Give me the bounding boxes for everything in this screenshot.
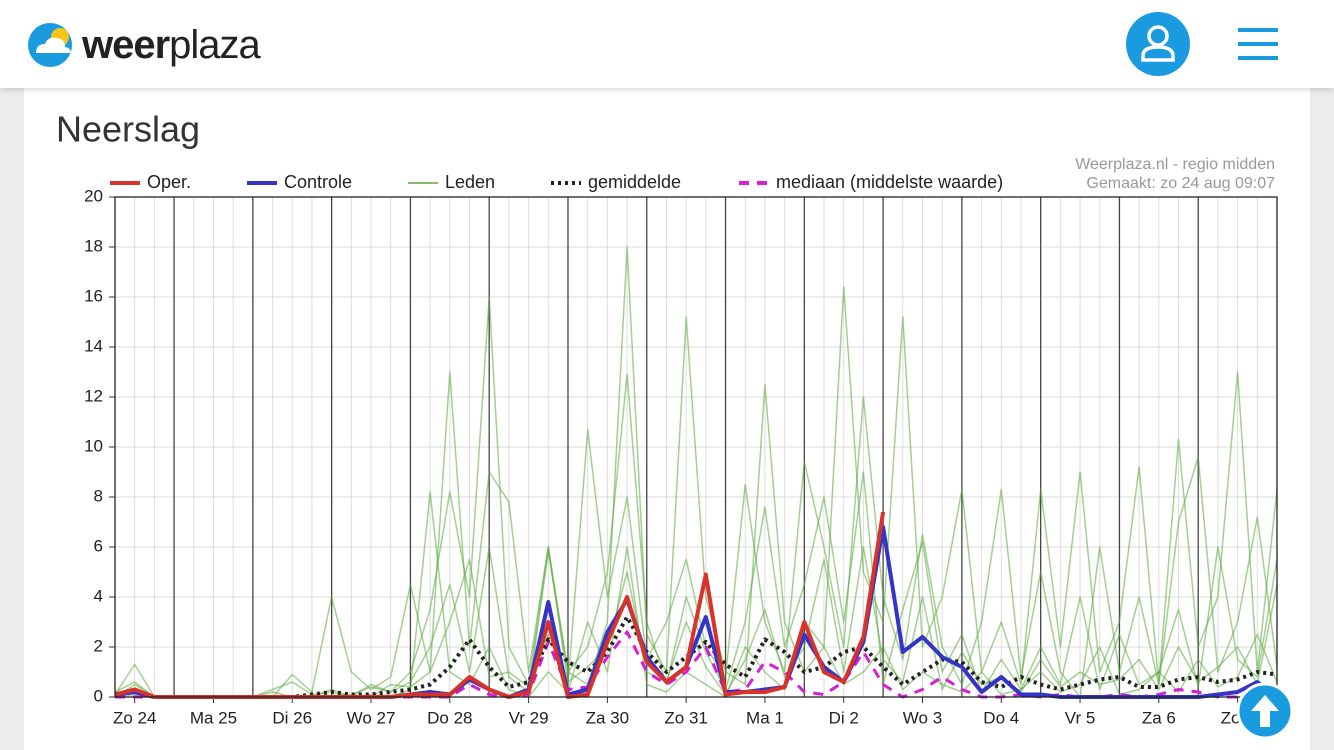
legend-label: Controle (284, 172, 352, 192)
logo[interactable]: weerplaza (28, 23, 263, 67)
x-tick-label: Zo 31 (664, 708, 707, 727)
x-tick-label: Vr 29 (509, 708, 549, 727)
x-tick-label: Ma 25 (190, 708, 237, 727)
header: weerplaza (0, 0, 1334, 88)
y-tick-label: 4 (94, 586, 103, 605)
account-button[interactable] (1126, 12, 1190, 76)
account-body (1141, 45, 1175, 62)
account-head (1147, 25, 1169, 47)
source-note: Weerplaza.nl - regio midden (1075, 156, 1275, 173)
x-tick-label: Do 4 (983, 708, 1019, 727)
card: Neerslag Weerplaza.nl - regio midden Gem… (24, 88, 1310, 750)
y-tick-label: 8 (94, 486, 103, 505)
section-title: Neerslag (56, 109, 200, 150)
legend-label: Leden (445, 172, 495, 192)
legend-label: Oper. (147, 172, 191, 192)
y-tick-label: 12 (84, 386, 103, 405)
y-tick-label: 16 (84, 286, 103, 305)
menu-button[interactable] (1238, 28, 1278, 60)
x-tick-label: Ma 1 (746, 708, 784, 727)
scroll-top-button[interactable] (1235, 681, 1295, 741)
scroll-top-arrow (1251, 695, 1279, 727)
x-tick-label: Do 28 (427, 708, 472, 727)
logo-text: weerplaza (81, 23, 262, 67)
y-tick-label: 20 (84, 186, 103, 205)
y-tick-label: 2 (94, 636, 103, 655)
x-tick-label: Za 6 (1142, 708, 1176, 727)
header-graphics: weerplaza (28, 12, 1278, 76)
x-tick-label: Za 30 (586, 708, 629, 727)
y-tick-label: 0 (94, 686, 103, 705)
series-line (115, 630, 1278, 699)
logo-light: plaza (169, 23, 261, 67)
x-tick-label: Zo 24 (113, 708, 156, 727)
y-tick-label: 10 (84, 436, 103, 455)
y-tick-label: 18 (84, 236, 103, 255)
series-line (114, 615, 1278, 699)
chart: Neerslag Weerplaza.nl - regio midden Gem… (56, 109, 1279, 727)
member-line (114, 371, 1278, 698)
plot-frame (114, 196, 1278, 698)
legend-label: mediaan (middelste waarde) (776, 172, 1003, 192)
y-tick-label: 6 (94, 536, 103, 555)
logo-cloud (36, 37, 71, 53)
x-tick-label: Di 26 (272, 708, 312, 727)
x-tick-label: Wo 3 (903, 708, 942, 727)
y-tick-label: 14 (84, 336, 103, 355)
x-tick-label: Wo 27 (347, 708, 396, 727)
legend-label: gemiddelde (588, 172, 681, 192)
x-tick-label: Di 2 (829, 708, 859, 727)
x-tick-label: Vr 5 (1065, 708, 1096, 727)
source-note: Gemaakt: zo 24 aug 09:07 (1086, 175, 1275, 192)
logo-bold: weer (81, 23, 170, 67)
